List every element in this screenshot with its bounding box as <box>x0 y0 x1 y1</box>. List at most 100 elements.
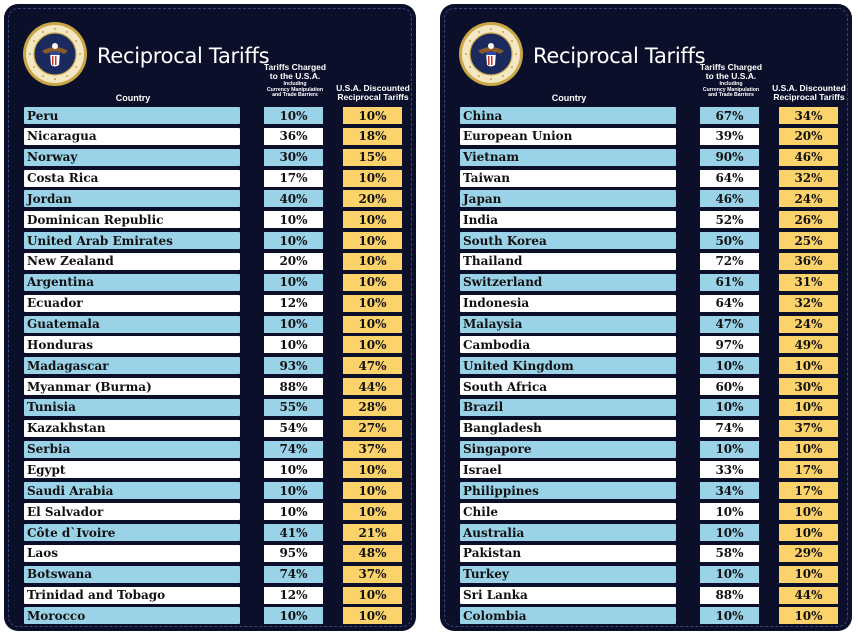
charged-sub-line1: Including <box>283 80 307 87</box>
tariff-board-left: Reciprocal Tariffs Country Tariffs Charg… <box>4 4 416 631</box>
reciprocal-tariff-cell: 10% <box>343 336 402 354</box>
table-row: Morocco 10% 10% <box>4 607 416 625</box>
charged-tariff-cell: 61% <box>700 273 759 291</box>
country-cell: United Kingdom <box>460 357 676 375</box>
reciprocal-tariff-cell: 10% <box>343 461 402 479</box>
reciprocal-tariff-cell: 47% <box>343 357 402 375</box>
country-cell: Nicaragua <box>24 127 240 145</box>
reciprocal-tariff-cell: 49% <box>779 336 838 354</box>
country-column-header: Country <box>551 93 587 103</box>
country-cell: Israel <box>460 461 676 479</box>
reciprocal-tariff-cell: 10% <box>779 565 838 583</box>
table-row: Serbia 74% 37% <box>4 440 416 458</box>
country-cell: Botswana <box>24 565 240 583</box>
table-row: Guatemala 10% 10% <box>4 315 416 333</box>
country-cell: Argentina <box>24 273 240 291</box>
table-row: Dominican Republic 10% 10% <box>4 211 416 229</box>
country-cell: Trinidad and Tobago <box>24 586 240 604</box>
reciprocal-tariff-cell: 10% <box>779 357 838 375</box>
charged-sub-line2: Currency Manipulation <box>702 86 760 93</box>
table-row: Egypt 10% 10% <box>4 461 416 479</box>
country-cell: Costa Rica <box>24 169 240 187</box>
reciprocal-tariff-cell: 10% <box>343 482 402 500</box>
table-row: Tunisia 55% 28% <box>4 398 416 416</box>
reciprocal-tariff-cell: 32% <box>779 169 838 187</box>
table-row: Laos 95% 48% <box>4 544 416 562</box>
charged-tariff-cell: 10% <box>700 440 759 458</box>
charged-tariff-cell: 90% <box>700 148 759 166</box>
charged-header-subtitle: Including Currency Manipulation and Trad… <box>258 80 332 99</box>
table-row: Switzerland 61% 31% <box>440 273 852 291</box>
table-row: Pakistan 58% 29% <box>440 544 852 562</box>
country-cell: Sri Lanka <box>460 586 676 604</box>
charged-tariff-cell: 55% <box>264 398 323 416</box>
charged-tariff-cell: 47% <box>700 315 759 333</box>
table-row: Australia 10% 10% <box>440 524 852 541</box>
reciprocal-tariff-cell: 18% <box>343 127 402 145</box>
reciprocal-tariff-cell: 31% <box>779 273 838 291</box>
charged-tariff-cell: 41% <box>264 524 323 541</box>
country-column-header: Country <box>115 93 151 103</box>
reciprocal-tariff-cell: 10% <box>343 211 402 229</box>
charged-sub-line1: Including <box>719 80 743 87</box>
country-cell: Madagascar <box>24 357 240 375</box>
charged-sub-line3: and Trade Barriers <box>272 92 318 99</box>
charged-tariff-cell: 10% <box>264 232 323 250</box>
reciprocal-tariff-cell: 10% <box>779 398 838 416</box>
table-row: Chile 10% 10% <box>440 503 852 521</box>
table-row: Sri Lanka 88% 44% <box>440 586 852 604</box>
table-row: Ecuador 12% 10% <box>4 294 416 312</box>
country-cell: Serbia <box>24 440 240 458</box>
recip-header-line2: Reciprocal Tariffs <box>337 91 409 102</box>
recip-header-line1: U.S.A. Discounted <box>336 83 410 93</box>
table-row: Brazil 10% 10% <box>440 398 852 416</box>
charged-tariff-cell: 12% <box>264 586 323 604</box>
table-row: European Union 39% 20% <box>440 127 852 145</box>
country-cell: Honduras <box>24 336 240 354</box>
country-cell: Cambodia <box>460 336 676 354</box>
reciprocal-tariff-cell: 10% <box>779 503 838 521</box>
country-cell: Philippines <box>460 482 676 500</box>
table-row: India 52% 26% <box>440 211 852 229</box>
recip-header-line2: Reciprocal Tariffs <box>773 91 845 102</box>
table-row: Madagascar 93% 47% <box>4 357 416 375</box>
country-cell: Japan <box>460 190 676 208</box>
reciprocal-tariff-cell: 10% <box>779 524 838 541</box>
country-cell: South Africa <box>460 378 676 396</box>
country-cell: Egypt <box>24 461 240 479</box>
table-row: Turkey 10% 10% <box>440 565 852 583</box>
table-row: New Zealand 20% 10% <box>4 252 416 270</box>
charged-tariff-cell: 88% <box>700 586 759 604</box>
country-cell: Australia <box>460 524 676 541</box>
recip-header-line1: U.S.A. Discounted <box>772 83 846 93</box>
table-row: Kazakhstan 54% 27% <box>4 419 416 437</box>
country-cell: Laos <box>24 544 240 562</box>
charged-tariff-cell: 10% <box>264 107 323 124</box>
country-cell: Vietnam <box>460 148 676 166</box>
charged-tariff-cell: 34% <box>700 482 759 500</box>
country-cell: Malaysia <box>460 315 676 333</box>
reciprocal-tariff-cell: 17% <box>779 461 838 479</box>
country-cell: China <box>460 107 676 124</box>
table-row: Honduras 10% 10% <box>4 336 416 354</box>
table-row: Norway 30% 15% <box>4 148 416 166</box>
reciprocal-tariff-cell: 21% <box>343 524 402 541</box>
charged-tariff-cell: 10% <box>264 607 323 625</box>
charged-tariff-cell: 10% <box>700 607 759 625</box>
table-row: Côte d`Ivoire 41% 21% <box>4 524 416 541</box>
country-cell: Norway <box>24 148 240 166</box>
table-row: Trinidad and Tobago 12% 10% <box>4 586 416 604</box>
reciprocal-tariff-cell: 10% <box>779 440 838 458</box>
charged-tariff-cell: 10% <box>700 565 759 583</box>
tariff-board-right: Reciprocal Tariffs Country Tariffs Charg… <box>440 4 852 631</box>
reciprocal-tariff-cell: 10% <box>343 503 402 521</box>
table-row: South Africa 60% 30% <box>440 378 852 396</box>
reciprocal-tariff-cell: 29% <box>779 544 838 562</box>
country-cell: Pakistan <box>460 544 676 562</box>
reciprocal-tariff-cell: 20% <box>343 190 402 208</box>
presidential-seal-icon <box>459 22 523 86</box>
table-row: Botswana 74% 37% <box>4 565 416 583</box>
country-cell: Taiwan <box>460 169 676 187</box>
charged-tariff-cell: 10% <box>264 503 323 521</box>
charged-tariff-cell: 64% <box>700 169 759 187</box>
